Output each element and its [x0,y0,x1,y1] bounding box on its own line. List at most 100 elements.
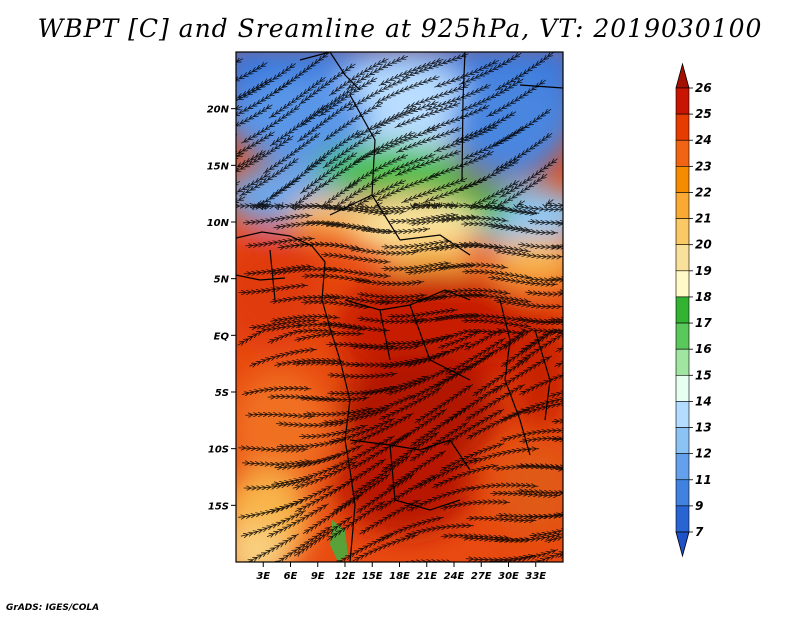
colorbar-segment [675,427,690,454]
streamline-path [548,272,563,279]
streamline-path [327,373,398,376]
streamline-path [236,181,241,206]
colorbar-segment [675,322,690,350]
streamline-path [236,59,244,85]
streamline-path [497,174,548,208]
colorbar-segment [675,87,690,115]
colorbar-segment [675,244,690,272]
lat-tick-label: 15S [208,501,229,512]
colorbar-bottom-arrow [675,531,690,558]
colorbar-segment [675,139,690,167]
streamline-path [440,502,511,509]
streamline-path [548,388,563,397]
streamline-path [409,567,479,569]
streamline-path [404,526,474,537]
colorbar-segment [675,270,690,298]
streamline-path [470,449,540,463]
streamline-path [519,438,563,441]
streamline-path [516,491,563,493]
streamline-path [553,497,563,515]
lon-tick-label: 6E [284,571,298,582]
streamline-path [354,280,425,284]
lat-tick-label: 5N [214,275,230,286]
streamline-path [438,265,509,268]
streamline-path [440,290,511,293]
colorbar-label: 20 [695,238,712,252]
streamline-path [499,431,563,442]
streamline-path [493,300,563,306]
colorbar: 26 25 24 23 22 21 20 19 18 17 16 15 14 13 12 11 9 7 [675,62,712,558]
colorbar-segment [675,166,690,193]
streamline-path [241,388,312,394]
colorbar-segment [675,401,690,428]
colorbar-label: 14 [695,394,712,408]
streamline-path [238,285,309,292]
streamline-path [549,240,563,247]
streamline-path [555,466,563,471]
lon-tick-label: 9E [311,571,325,582]
colorbar-label: 24 [695,133,712,147]
colorbar-label: 16 [695,342,712,356]
streamline-path [488,226,558,233]
streamline-path [555,217,563,224]
colorbar-label: 15 [695,368,712,382]
colorbar-label: 9 [695,499,703,513]
streamline-path [433,316,503,320]
lon-tick-label: 21E [416,571,437,582]
lat-tick-label: 5S [215,388,229,399]
lat-tick-label: 15N [207,161,230,172]
streamline-path [236,134,238,136]
streamline-path [293,363,364,365]
streamline-path [488,277,558,284]
streamline-path [517,466,563,468]
streamline-path [468,485,539,489]
map-title: WBPT [C] and Sreamline at 925hPa, VT: 20… [37,14,763,43]
colorbar-label: 12 [695,447,712,461]
lon-tick-label: 30E [498,571,519,582]
streamline-path [249,349,318,366]
colorbar-label: 25 [695,107,712,121]
streamline-path [524,401,563,413]
latitude-axis: 20N 15N 10N 5N EQ 5S 10S 15S [207,105,236,512]
lon-tick-label: 33E [525,571,546,582]
streamline-path [402,54,469,79]
colorbar-segment [675,192,690,219]
colorbar-label: 19 [695,264,712,278]
streamlines [236,52,563,569]
colorbar-label: 21 [695,212,712,226]
lon-tick-label: 18E [389,571,410,582]
streamline-path [436,567,506,569]
lon-tick-label: 24E [444,571,465,582]
streamline-path [494,251,563,257]
colorbar-segment [675,505,690,533]
lon-tick-label: 12E [335,571,356,582]
streamline-path [321,269,391,276]
streamline-path [554,345,563,367]
streamline-path [557,285,563,292]
lon-tick-label: 27E [471,571,492,582]
colorbar-label: 17 [695,316,712,330]
streamline-path [515,331,563,364]
colorbar-segment [675,453,690,481]
colorbar-label: 23 [695,159,712,173]
streamline-path [348,248,419,253]
streamline-path [238,448,309,450]
streamline-path [548,313,563,320]
colorbar-label: 11 [695,473,712,487]
coastlines-and-borders [236,52,563,562]
streamline-path [321,255,391,262]
streamline-path [436,204,472,207]
colorbar-segment [675,479,690,507]
grads-credit: GrADS: IGES/COLA [6,603,100,613]
lat-tick-label: EQ [214,331,230,342]
streamline-path [270,317,340,322]
colorbar-label: 7 [695,525,704,539]
colorbar-segment [675,348,690,376]
streamline-path [407,488,474,511]
colorbar-label: 18 [695,290,712,304]
streamline-path [555,329,563,352]
lat-tick-label: 10S [208,445,229,456]
streamline-path [320,323,391,330]
colorbar-top-arrow [675,62,690,89]
